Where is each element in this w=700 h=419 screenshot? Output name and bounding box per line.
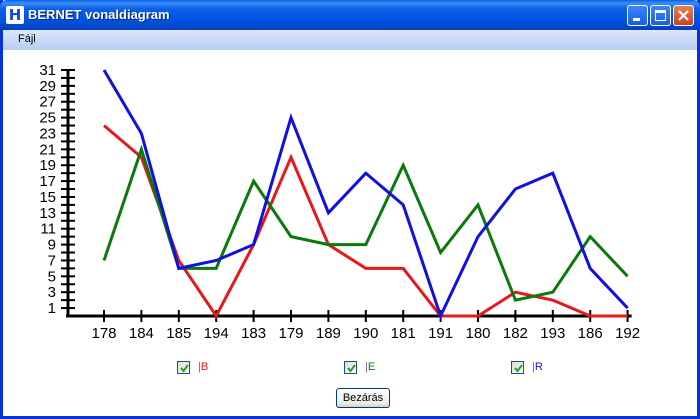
x-tick-label: 189 [316,325,341,342]
checkmark-icon [347,364,356,373]
close-window-button[interactable] [673,5,694,26]
close-icon [678,10,689,21]
title-bar[interactable]: H BERNET vonaldiagram [0,0,700,30]
y-tick-label: 25 [39,110,56,127]
legend-checkbox-b[interactable] [177,361,190,374]
y-tick-label: 7 [48,252,56,269]
minimize-icon [633,18,640,21]
y-tick-label: 31 [39,62,56,79]
series-line-r [102,69,629,321]
checkmark-icon [180,364,189,373]
x-tick-label: 185 [166,325,191,342]
menu-file[interactable]: Fájl [18,33,36,45]
y-tick-label: 19 [39,157,56,174]
legend-checkbox-e[interactable] [344,361,357,374]
y-tick-label: 3 [48,284,56,301]
y-tick-label: 29 [39,78,56,95]
window-title: BERNET vonaldiagram [28,7,170,22]
x-tick-label: 191 [428,325,453,342]
x-tick-label: 193 [540,325,565,342]
x-tick-label: 192 [615,325,640,342]
legend-label-e: |E [365,361,376,373]
y-tick-label: 1 [48,300,56,317]
maximize-button[interactable] [650,5,671,26]
checkmark-icon [514,364,523,373]
x-tick-label: 183 [241,325,266,342]
x-tick-label: 194 [204,325,229,342]
y-tick-label: 11 [40,221,56,238]
series-line-e [102,144,629,302]
x-tick-label: 186 [578,325,603,342]
y-tick-label: 27 [39,94,56,111]
y-tick-label: 13 [39,205,56,222]
maximize-icon [655,10,666,21]
y-tick-label: 9 [48,237,56,254]
y-tick-label: 23 [39,125,56,142]
x-tick-label: 184 [129,325,154,342]
x-tick-label: 178 [91,325,116,342]
y-tick-label: 17 [39,173,56,190]
close-button[interactable]: Bezárás [336,388,390,408]
app-icon: H [6,6,24,24]
chart-area: 1 3 5 7 9 11 13 15 17 19 21 23 25 27 29 31 178 184 185 194 1… [3,50,697,416]
y-tick-label: 5 [48,268,56,285]
x-tick-label: 190 [353,325,378,342]
x-tick-label: 179 [278,325,303,342]
series-line-b [103,124,628,319]
x-tick-label: 181 [391,325,416,342]
y-tick-label: 21 [39,141,56,158]
y-tick-label: 15 [39,189,56,206]
menu-bar: Fájl [3,30,697,50]
x-tick-label: 182 [503,325,528,342]
legend-label-r: |R [532,361,543,373]
x-tick-label: 180 [465,325,490,342]
minimize-button[interactable] [627,5,648,26]
legend-label-b: |B [198,361,209,373]
legend-checkbox-r[interactable] [511,361,524,374]
